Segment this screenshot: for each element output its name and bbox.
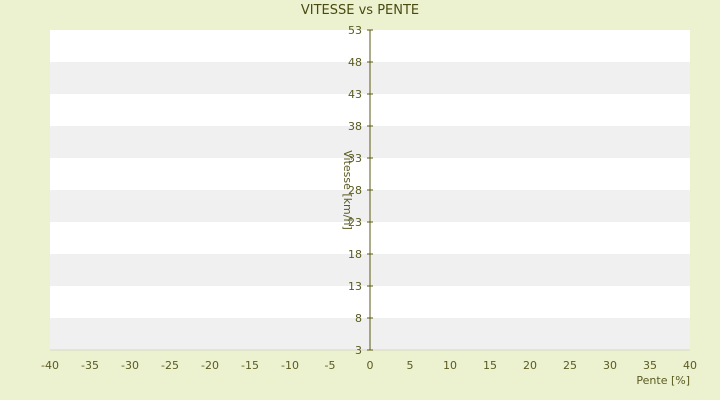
x-axis-title: Pente [%]: [636, 374, 690, 387]
x-tick-label: -5: [325, 359, 336, 372]
y-tick-label: 43: [348, 88, 362, 101]
x-tick-label: -30: [121, 359, 139, 372]
x-tick-label: -20: [201, 359, 219, 372]
y-tick-label: 33: [348, 152, 362, 165]
y-tick-label: 18: [348, 248, 362, 261]
x-tick-label: 5: [407, 359, 414, 372]
y-tick-label: 48: [348, 56, 362, 69]
x-tick-label: 25: [563, 359, 577, 372]
y-tick-label: 3: [355, 344, 362, 357]
y-tick-label: 8: [355, 312, 362, 325]
x-tick-label: 35: [643, 359, 657, 372]
x-tick-label: 10: [443, 359, 457, 372]
y-tick-label: 53: [348, 24, 362, 37]
y-axis-title: Vitesse [km/h]: [341, 150, 354, 230]
x-tick-label: -25: [161, 359, 179, 372]
x-tick-label: 20: [523, 359, 537, 372]
x-tick-label: -35: [81, 359, 99, 372]
x-tick-label: -40: [41, 359, 59, 372]
x-tick-label: -10: [281, 359, 299, 372]
chart-title: VITESSE vs PENTE: [301, 3, 419, 18]
y-tick-label: 13: [348, 280, 362, 293]
y-tick-label: 38: [348, 120, 362, 133]
x-tick-label: -15: [241, 359, 259, 372]
x-tick-label: 40: [683, 359, 697, 372]
y-tick-label: 28: [348, 184, 362, 197]
x-tick-label: 30: [603, 359, 617, 372]
x-tick-label: 0: [367, 359, 374, 372]
x-tick-label: 15: [483, 359, 497, 372]
y-tick-label: 23: [348, 216, 362, 229]
